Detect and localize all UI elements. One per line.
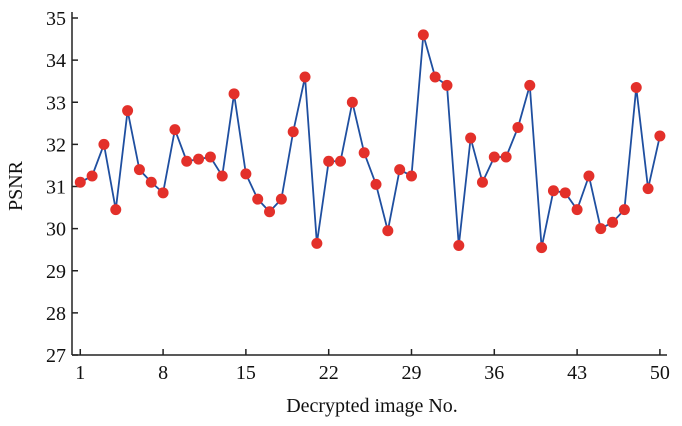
data-point: [476, 176, 488, 188]
data-point: [488, 151, 500, 163]
y-axis-label: PSNR: [5, 160, 27, 211]
y-tick-label: 33: [46, 92, 66, 114]
data-point: [429, 71, 441, 83]
data-point: [618, 204, 630, 216]
data-point: [98, 138, 110, 150]
data-point: [323, 155, 335, 167]
data-point: [275, 193, 287, 205]
x-axis-label: Decrypted image No.: [286, 395, 458, 417]
data-point: [346, 96, 358, 108]
x-tick-label: 50: [650, 362, 670, 384]
data-point: [145, 176, 157, 188]
data-point: [86, 170, 98, 182]
data-point: [311, 237, 323, 249]
data-point: [417, 29, 429, 41]
data-point: [405, 170, 417, 182]
data-point: [335, 155, 347, 167]
data-point: [74, 176, 86, 188]
data-point: [370, 178, 382, 190]
data-point: [571, 204, 583, 216]
data-point: [157, 187, 169, 199]
x-tick-label: 43: [567, 362, 587, 384]
data-point: [559, 187, 571, 199]
data-point: [169, 124, 181, 136]
data-point: [654, 130, 666, 142]
data-point: [394, 164, 406, 176]
data-point: [204, 151, 216, 163]
x-tick-label: 1: [75, 362, 85, 384]
data-point: [607, 216, 619, 228]
data-point: [382, 225, 394, 237]
data-point: [110, 204, 122, 216]
data-point: [133, 164, 145, 176]
data-point: [181, 155, 193, 167]
x-tick-label: 8: [158, 362, 168, 384]
data-point: [500, 151, 512, 163]
y-tick-label: 31: [46, 177, 66, 199]
data-point: [512, 122, 524, 134]
data-point: [216, 170, 228, 182]
data-point: [299, 71, 311, 83]
data-point: [358, 147, 370, 159]
data-point: [287, 126, 299, 138]
data-point: [465, 132, 477, 144]
y-tick-label: 30: [46, 219, 66, 241]
data-point: [228, 88, 240, 100]
y-tick-label: 29: [46, 261, 66, 283]
data-point: [122, 105, 134, 117]
data-point: [240, 168, 252, 180]
y-tick-label: 28: [46, 303, 66, 325]
x-tick-label: 15: [236, 362, 256, 384]
x-tick-label: 22: [319, 362, 339, 384]
series-line: [79, 34, 661, 248]
y-tick-label: 32: [46, 134, 66, 156]
x-tick-label: 29: [401, 362, 421, 384]
data-point: [193, 153, 205, 165]
data-point: [536, 242, 548, 254]
data-point: [642, 183, 654, 195]
data-point: [595, 223, 607, 235]
data-point: [252, 193, 264, 205]
data-point: [524, 79, 536, 91]
data-point: [453, 239, 465, 251]
data-point: [264, 206, 276, 218]
y-tick-label: 34: [46, 50, 66, 72]
data-point: [547, 185, 559, 197]
data-point: [441, 79, 453, 91]
data-point: [583, 170, 595, 182]
y-tick-label: 27: [46, 345, 66, 367]
x-tick-label: 36: [484, 362, 504, 384]
data-point: [630, 82, 642, 94]
y-tick-label: 35: [46, 8, 66, 30]
